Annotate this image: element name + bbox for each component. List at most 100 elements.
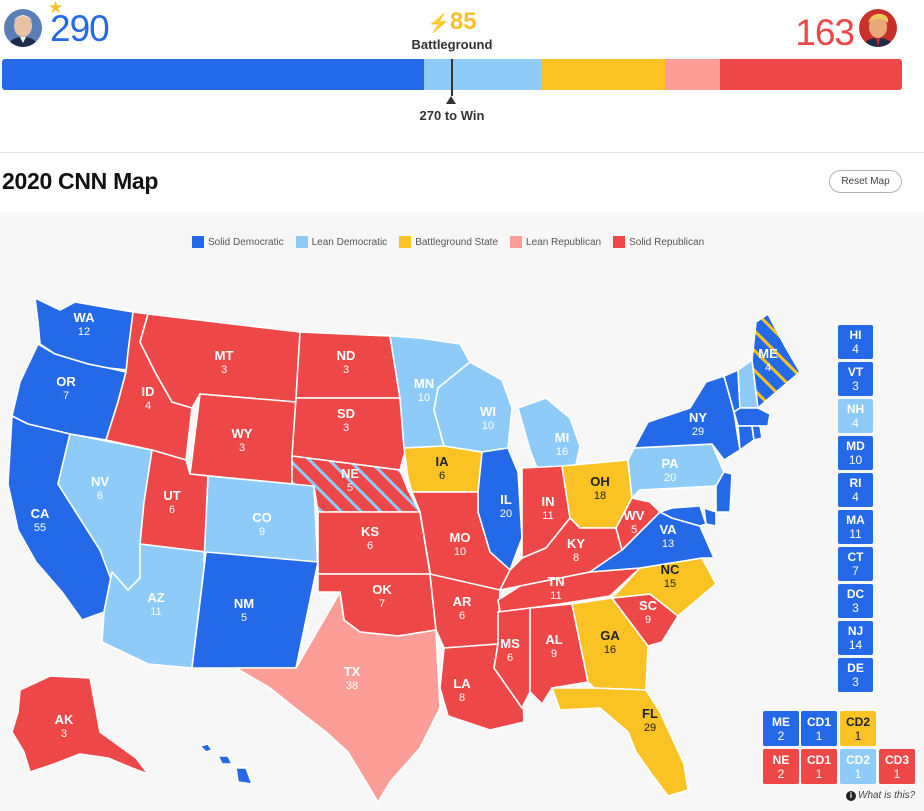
- small-state-vt[interactable]: VT 3: [838, 362, 873, 396]
- state-ct[interactable]: [737, 425, 755, 451]
- state-ev-la: 8: [459, 692, 465, 704]
- state-mi[interactable]: [517, 397, 581, 477]
- state-ev-pa: 20: [664, 472, 676, 484]
- bar-segment-solid-dem: [2, 59, 425, 90]
- small-state-dc[interactable]: DC 3: [838, 584, 873, 618]
- state-ev-or: 7: [63, 390, 69, 402]
- state-md[interactable]: [659, 505, 707, 527]
- state-nm[interactable]: [191, 551, 319, 669]
- small-state-de[interactable]: DE 3: [838, 658, 873, 692]
- small-state-ct[interactable]: CT 7: [838, 547, 873, 581]
- legend-swatch: [399, 236, 412, 248]
- small-state-ev: 4: [852, 416, 859, 430]
- small-state-ev: 4: [852, 490, 859, 504]
- state-label-la: LA: [453, 676, 471, 691]
- biden-avatar: [4, 9, 42, 47]
- legend-label: Lean Republican: [526, 236, 602, 248]
- state-ri[interactable]: [751, 425, 763, 441]
- win-threshold-label: 270 to Win: [419, 108, 485, 123]
- what-is-this-link[interactable]: i What is this?: [846, 790, 915, 801]
- state-de[interactable]: [703, 507, 717, 527]
- small-state-abbr: MD: [846, 439, 865, 453]
- state-label-pa: PA: [661, 456, 679, 471]
- district-box-ne-cd1[interactable]: CD1 1: [801, 749, 837, 784]
- bar-segment-solid-rep: [719, 59, 902, 90]
- legend-label: Battleground State: [415, 236, 499, 248]
- bar-segment-battleground: [540, 59, 665, 90]
- district-box-me-cd1[interactable]: CD1 1: [801, 711, 837, 746]
- district-box-ne-ne[interactable]: NE 2: [763, 749, 799, 784]
- battleground-number: 85: [449, 8, 477, 35]
- small-state-abbr: NH: [846, 402, 865, 416]
- state-label-fl: FL: [642, 706, 658, 721]
- state-ev-wi: 10: [482, 420, 494, 432]
- state-label-wa: WA: [74, 310, 96, 325]
- legend-item: Lean Republican: [510, 236, 601, 248]
- state-ks[interactable]: [317, 511, 431, 575]
- state-ev-mi: 16: [556, 446, 568, 458]
- state-ev-va: 13: [662, 538, 674, 550]
- state-label-co: CO: [252, 510, 272, 525]
- state-ia[interactable]: [403, 445, 491, 493]
- state-pa[interactable]: [627, 443, 725, 499]
- district-box-me-me[interactable]: ME 2: [763, 711, 799, 746]
- state-label-il: IL: [500, 492, 512, 507]
- small-state-md[interactable]: MD 10: [838, 436, 873, 470]
- state-label-in: IN: [542, 494, 555, 509]
- state-me[interactable]: [751, 313, 801, 409]
- state-label-mo: MO: [450, 530, 471, 545]
- state-ev-ca: 55: [34, 522, 46, 534]
- state-label-ar: AR: [453, 594, 472, 609]
- reset-map-button[interactable]: Reset Map: [829, 170, 902, 193]
- state-label-tn: TN: [547, 574, 564, 589]
- divider: [0, 152, 924, 153]
- democrat-electoral-total: 290: [50, 8, 110, 49]
- win-threshold-marker: [451, 59, 453, 96]
- small-state-abbr: CT: [847, 550, 864, 564]
- state-ak[interactable]: [11, 675, 149, 775]
- small-state-abbr: MA: [846, 513, 865, 527]
- state-ev-ks: 6: [367, 540, 373, 552]
- state-ma[interactable]: [733, 407, 771, 427]
- state-ev-ky: 8: [573, 552, 579, 564]
- legend-swatch: [295, 236, 308, 248]
- small-state-ev: 11: [849, 527, 862, 541]
- small-state-ma[interactable]: MA 11: [838, 510, 873, 544]
- state-sd[interactable]: [291, 397, 407, 471]
- state-label-va: VA: [659, 522, 677, 537]
- district-ev: 1: [893, 767, 901, 781]
- small-state-ev: 14: [848, 638, 863, 652]
- state-hi[interactable]: [199, 743, 253, 785]
- state-ev-az: 11: [150, 606, 161, 618]
- district-ev: 1: [854, 767, 862, 781]
- legend-label: Lean Democratic: [311, 236, 388, 248]
- state-wv[interactable]: [615, 497, 661, 551]
- district-box-ne-cd3[interactable]: CD3 1: [879, 749, 915, 784]
- state-ev-al: 9: [551, 648, 557, 660]
- district-box-ne-cd2[interactable]: CD2 1: [840, 749, 876, 784]
- state-fl[interactable]: [551, 687, 689, 797]
- legend-swatch: [192, 236, 204, 248]
- small-state-nh[interactable]: NH 4: [838, 399, 873, 433]
- state-label-ak: AK: [55, 712, 74, 727]
- state-label-oh: OH: [590, 474, 610, 489]
- small-state-nj[interactable]: NJ 14: [838, 621, 873, 655]
- state-label-sd: SD: [337, 406, 355, 421]
- state-ev-il: 20: [500, 508, 512, 520]
- state-ev-wa: 12: [78, 326, 90, 338]
- state-ev-id: 4: [145, 400, 151, 412]
- state-label-ne: NE: [341, 466, 359, 481]
- small-state-abbr: RI: [849, 476, 862, 490]
- state-label-mi: MI: [555, 430, 569, 445]
- state-label-ks: KS: [361, 524, 379, 539]
- state-tx[interactable]: [235, 591, 441, 803]
- small-state-hi[interactable]: HI 4: [838, 325, 873, 359]
- state-ev-mt: 3: [221, 364, 227, 376]
- map-panel: WA 12 OR 7 CA 55 NV 6 ID 4 MT 3 WY 3 UT 6 AZ 11 CO 9 NM 5 ND 3 S…: [0, 212, 924, 811]
- small-state-ri[interactable]: RI 4: [838, 473, 873, 507]
- state-nj[interactable]: [715, 471, 733, 513]
- state-ev-ar: 6: [459, 610, 465, 622]
- district-ev: 2: [777, 767, 785, 781]
- electoral-vote-bar: [2, 59, 902, 90]
- district-box-me-cd2[interactable]: CD2 1: [840, 711, 876, 746]
